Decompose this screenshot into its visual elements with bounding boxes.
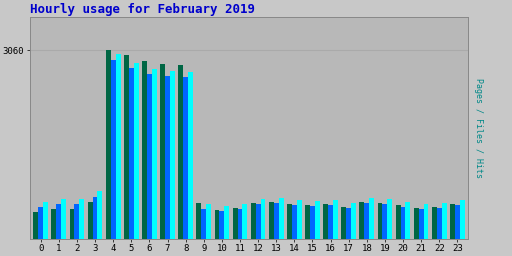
Bar xyxy=(346,208,351,239)
Bar xyxy=(79,199,84,239)
Bar xyxy=(297,200,302,239)
Bar xyxy=(333,200,338,239)
Bar xyxy=(134,63,139,239)
Bar xyxy=(261,199,265,239)
Bar xyxy=(442,203,446,239)
Bar xyxy=(305,205,310,239)
Bar xyxy=(197,203,201,239)
Bar xyxy=(124,55,129,239)
Bar xyxy=(269,202,274,239)
Bar xyxy=(43,202,48,239)
Bar xyxy=(255,204,261,239)
Bar xyxy=(88,202,93,239)
Bar xyxy=(342,207,346,239)
Bar xyxy=(243,204,247,239)
Bar xyxy=(369,198,374,239)
Bar xyxy=(70,209,74,239)
Bar xyxy=(56,204,61,239)
Bar xyxy=(129,68,134,239)
Bar xyxy=(232,208,238,239)
Bar xyxy=(419,209,423,239)
Bar xyxy=(388,199,392,239)
Bar xyxy=(38,207,43,239)
Bar xyxy=(52,209,56,239)
Bar xyxy=(97,191,102,239)
Bar xyxy=(437,208,442,239)
Bar xyxy=(396,205,400,239)
Bar xyxy=(178,65,183,239)
Bar xyxy=(432,207,437,239)
Text: Hourly usage for February 2019: Hourly usage for February 2019 xyxy=(30,3,255,16)
Bar xyxy=(328,205,333,239)
Text: Pages / Files / Hits: Pages / Files / Hits xyxy=(474,78,483,178)
Bar xyxy=(292,205,297,239)
Bar xyxy=(142,61,147,239)
Bar xyxy=(251,203,255,239)
Bar xyxy=(406,202,411,239)
Bar xyxy=(116,54,120,239)
Bar xyxy=(460,200,465,239)
Bar xyxy=(170,71,175,239)
Bar xyxy=(93,197,97,239)
Bar xyxy=(274,203,279,239)
Bar xyxy=(450,204,455,239)
Bar xyxy=(220,211,224,239)
Bar xyxy=(382,204,388,239)
Bar xyxy=(61,199,66,239)
Bar xyxy=(111,60,116,239)
Bar xyxy=(165,76,170,239)
Bar xyxy=(310,206,315,239)
Bar xyxy=(160,64,165,239)
Bar xyxy=(279,198,284,239)
Bar xyxy=(323,204,328,239)
Bar xyxy=(400,207,406,239)
Bar xyxy=(183,77,188,239)
Bar xyxy=(455,205,460,239)
Bar xyxy=(201,209,206,239)
Bar xyxy=(414,208,419,239)
Bar xyxy=(106,50,111,239)
Bar xyxy=(423,204,429,239)
Bar xyxy=(287,204,292,239)
Bar xyxy=(351,203,356,239)
Bar xyxy=(377,203,382,239)
Bar xyxy=(206,204,211,239)
Bar xyxy=(215,210,220,239)
Bar xyxy=(74,204,79,239)
Bar xyxy=(238,209,243,239)
Bar xyxy=(188,72,193,239)
Bar xyxy=(152,69,157,239)
Bar xyxy=(147,74,152,239)
Bar xyxy=(224,206,229,239)
Bar xyxy=(315,201,320,239)
Bar xyxy=(33,211,38,239)
Bar xyxy=(359,202,365,239)
Bar xyxy=(365,203,369,239)
